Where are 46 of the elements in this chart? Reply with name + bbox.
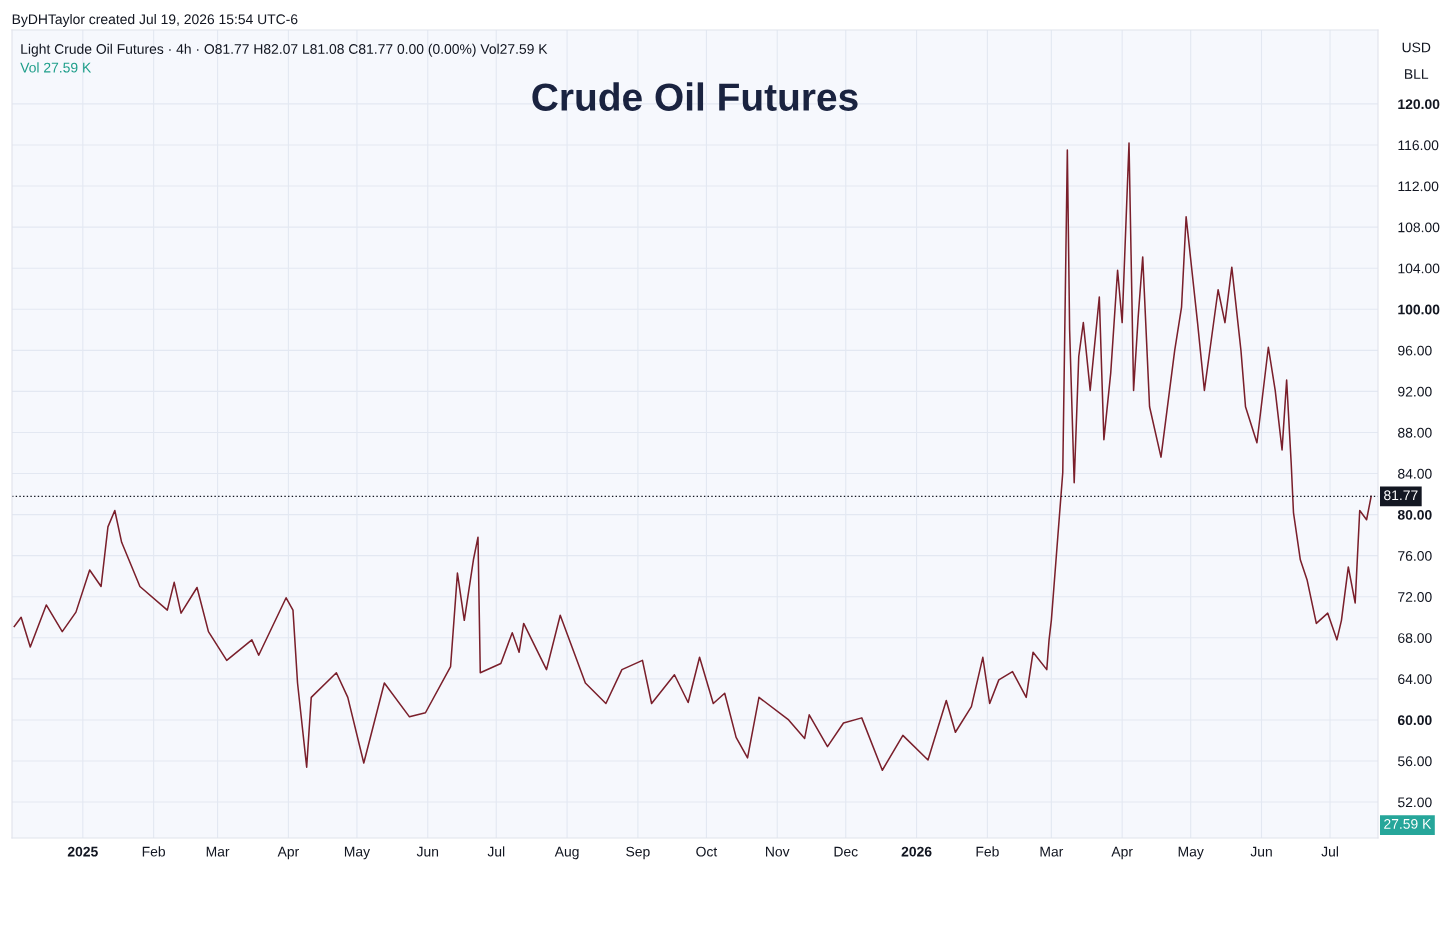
y-tick-label: 80.00 xyxy=(1397,509,1432,520)
y-tick-label: 68.00 xyxy=(1398,633,1432,643)
y-tick-label: 112.00 xyxy=(1398,181,1439,192)
y-tick-label: 64.00 xyxy=(1398,674,1432,685)
x-tick-label: Mar xyxy=(1040,846,1064,857)
text: USD xyxy=(1402,42,1431,53)
x-tick-label: Feb xyxy=(142,846,166,857)
y-tick-label: 92.00 xyxy=(1398,386,1432,397)
y-tick-label: 88.00 xyxy=(1398,427,1432,438)
y-tick-label: 76.00 xyxy=(1398,551,1432,561)
text: BLL xyxy=(1405,69,1429,79)
annotation: Vol 27.59 K xyxy=(20,62,92,73)
x-tick-label: Jun xyxy=(416,846,439,857)
y-tick-label: 56.00 xyxy=(1398,756,1432,767)
line-series xyxy=(13,142,1372,772)
x-tick-label: Oct xyxy=(696,846,718,857)
x-tick-label: Nov xyxy=(766,846,790,857)
y-tick-label: 116.00 xyxy=(1398,140,1439,151)
x-tick-label: Jul xyxy=(1321,846,1338,857)
y-tick-label: 60.00 xyxy=(1397,715,1432,726)
y-tick-label: 72.00 xyxy=(1398,592,1432,602)
x-tick-label: Apr xyxy=(1111,846,1133,860)
y-tick-label: 52.00 xyxy=(1398,797,1432,808)
x-tick-label: Aug xyxy=(554,846,579,860)
text: 27.59 K xyxy=(1384,818,1432,829)
x-tick-label: 2025 xyxy=(67,846,98,857)
x-tick-label: May xyxy=(1178,846,1204,860)
y-tick-label: 108.00 xyxy=(1398,222,1440,233)
x-tick-label: Mar xyxy=(206,846,230,857)
x-tick-label: Feb xyxy=(976,846,999,857)
annotation: Light Crude Oil Futures · 4h · O81.77 H82.07 L81.08 C81.77 0.00 (0.00%) Vol27.59 K xyxy=(21,43,548,57)
x-tick-label: Jun xyxy=(1250,846,1272,857)
ref-line-label: 81.77 xyxy=(1384,490,1418,501)
text: ByDHTaylor created Jul 19, 2026 15:54 UTC-6 xyxy=(12,13,298,27)
x-tick-label: Jul xyxy=(487,846,505,857)
x-tick-label: Sep xyxy=(626,846,650,860)
x-tick-label: 2026 xyxy=(901,846,932,857)
y-tick-label: 96.00 xyxy=(1398,345,1432,356)
y-tick-label: 84.00 xyxy=(1398,468,1432,479)
y-tick-label: 104.00 xyxy=(1398,263,1440,274)
x-tick-label: Apr xyxy=(277,846,299,860)
y-tick-label: 120.00 xyxy=(1398,99,1440,110)
text: Crude Oil Futures xyxy=(532,82,858,111)
x-tick-label: May xyxy=(344,846,371,860)
y-tick-label: 100.00 xyxy=(1398,304,1440,315)
x-tick-label: Dec xyxy=(834,846,858,857)
